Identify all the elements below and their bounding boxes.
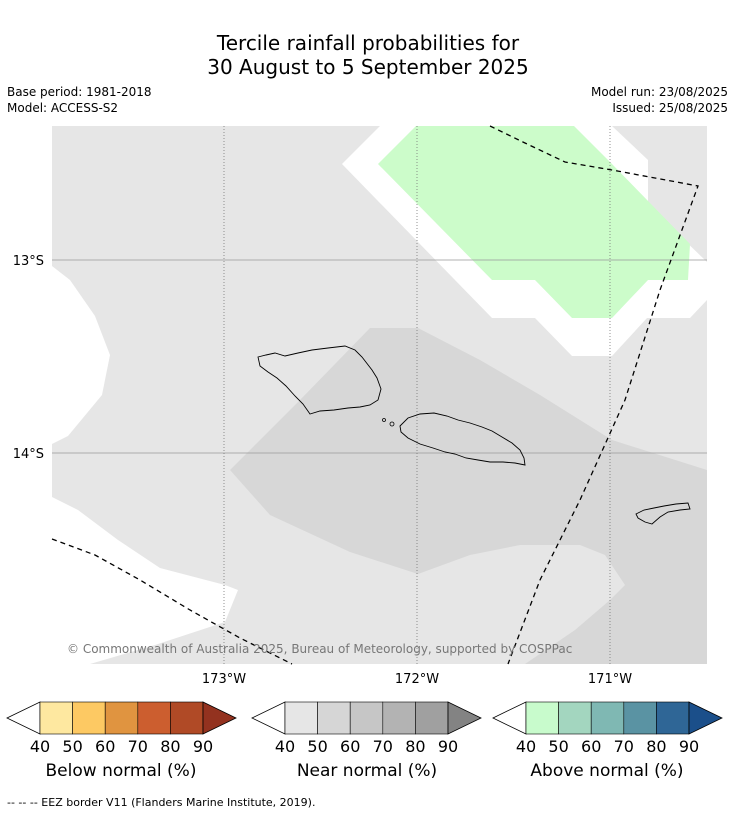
near-normal-colorbar-max-extend xyxy=(447,701,482,735)
upolu-island xyxy=(399,412,526,466)
near-normal-50-region xyxy=(230,328,707,664)
eez-footnote: -- -- -- EEZ border V11 (Flanders Marine… xyxy=(7,796,316,809)
model-run: Model run: 23/08/2025 xyxy=(590,85,728,99)
near-normal-colorbar-min-extend xyxy=(251,701,286,735)
above-normal-colorbar-segment xyxy=(656,701,690,735)
colorbar-group: 40 50 60 70 80 90 40 50 60 70 80 90 40 50 60 70 80 90 xyxy=(6,701,723,756)
white-region-southwest xyxy=(52,497,238,664)
below-normal-colorbar-segment xyxy=(137,701,171,735)
above-normal-colorbar-segment xyxy=(525,701,559,735)
near-normal-tick-label: 90 xyxy=(438,737,458,756)
near-normal-colorbar-segment xyxy=(349,701,384,735)
above-normal-tick-label: 90 xyxy=(679,737,699,756)
above-normal-tick-label: 40 xyxy=(516,737,536,756)
lon-label-173w: 173°W xyxy=(202,672,246,687)
near-normal-tick-label: 70 xyxy=(373,737,393,756)
near-normal-label: Near normal (%) xyxy=(296,761,438,781)
below-normal-colorbar-segment xyxy=(39,701,73,735)
below-normal-label: Below normal (%) xyxy=(45,761,197,781)
above-normal-colorbar-max-extend xyxy=(688,701,723,735)
apolima-island xyxy=(389,421,395,427)
above-normal-colorbar-segment xyxy=(558,701,592,735)
eez-border-southwest xyxy=(51,538,293,665)
lat-label-14s: 14°S xyxy=(13,447,44,462)
map-title-line1: Tercile rainfall probabilities for xyxy=(216,31,520,55)
below-normal-colorbar-segment xyxy=(170,701,204,735)
lon-label-171w: 171°W xyxy=(588,672,632,687)
above-normal-tick-label: 50 xyxy=(548,737,568,756)
above-normal-colorbar-segment xyxy=(590,701,625,735)
above-normal-tick-label: 60 xyxy=(581,737,601,756)
below-normal-colorbar-segment xyxy=(72,701,106,735)
base-period: Base period: 1981-2018 xyxy=(7,85,152,99)
near-normal-colorbar-segment xyxy=(317,701,351,735)
near-normal-tick-label: 80 xyxy=(405,737,425,756)
above-normal-tick-label: 70 xyxy=(614,737,634,756)
model-name: Model: ACCESS-S2 xyxy=(7,101,119,115)
below-normal-tick-label: 90 xyxy=(193,737,213,756)
below-normal-tick-label: 80 xyxy=(160,737,180,756)
near-normal-tick-label: 50 xyxy=(307,737,327,756)
above-normal-label: Above normal (%) xyxy=(530,761,684,781)
near-normal-colorbar-segment xyxy=(415,701,449,735)
below-normal-tick-label: 40 xyxy=(30,737,50,756)
above-normal-region xyxy=(378,126,690,318)
lon-label-172w: 172°W xyxy=(395,672,439,687)
below-normal-colorbar-segment xyxy=(104,701,139,735)
manono-island xyxy=(382,418,386,422)
below-normal-colorbar-max-extend xyxy=(202,701,237,735)
tutuila-island xyxy=(635,502,691,525)
near-normal-tick-label: 40 xyxy=(275,737,295,756)
white-region-west xyxy=(52,266,110,444)
issued-date: Issued: 25/08/2025 xyxy=(612,101,728,115)
above-normal-colorbar-min-extend xyxy=(492,701,527,735)
near-normal-tick-label: 60 xyxy=(340,737,360,756)
below-normal-tick-label: 70 xyxy=(128,737,148,756)
savaii-island xyxy=(257,345,382,415)
map-title-line2: 30 August to 5 September 2025 xyxy=(207,55,529,79)
below-normal-colorbar-min-extend xyxy=(6,701,41,735)
above-normal-tick-label: 80 xyxy=(646,737,666,756)
copyright-text: © Commonwealth of Australia 2025, Bureau… xyxy=(67,642,572,656)
near-normal-colorbar-segment xyxy=(382,701,416,735)
lat-label-13s: 13°S xyxy=(13,254,44,269)
near-normal-colorbar-segment xyxy=(284,701,318,735)
below-normal-tick-label: 60 xyxy=(95,737,115,756)
above-normal-colorbar-segment xyxy=(623,701,657,735)
eez-border-north xyxy=(489,125,699,665)
below-normal-tick-label: 50 xyxy=(62,737,82,756)
